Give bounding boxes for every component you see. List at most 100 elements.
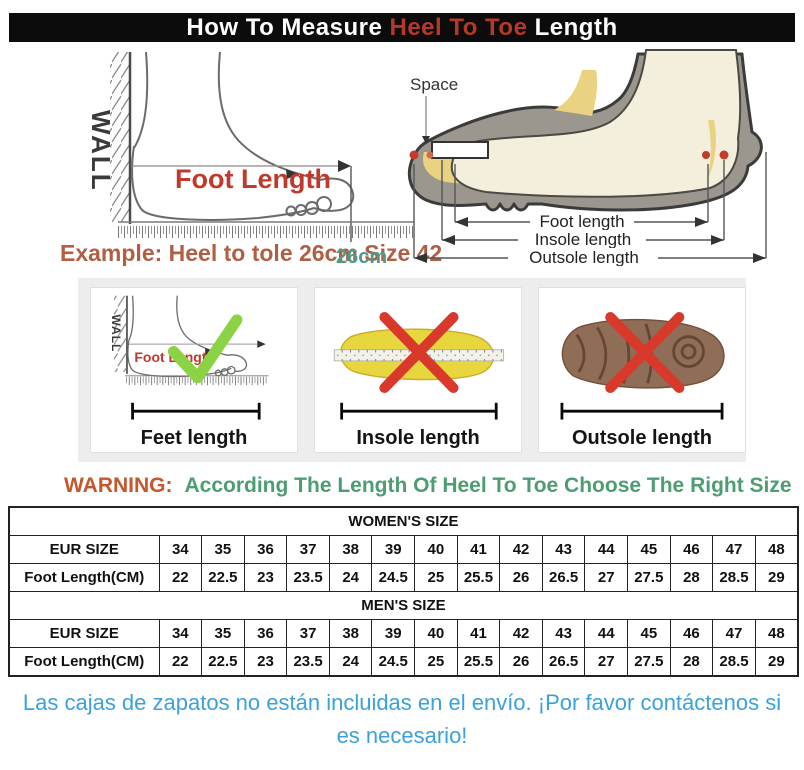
label-bg-outsole <box>508 248 658 266</box>
row-header-foot-length: Foot Length(CM) <box>8 563 160 592</box>
label-bg-foot <box>530 212 634 231</box>
wall-hatch <box>110 52 130 224</box>
method-panels: WALL Foot Length Feet length <box>78 278 746 462</box>
warning-message: According The Length Of Heel To Toe Choo… <box>184 474 792 497</box>
warning-row: WARNING: According The Length Of Heel To … <box>64 472 804 500</box>
tongue-lining <box>554 70 598 116</box>
size-cell: 29 <box>754 563 799 592</box>
size-cell: 23.5 <box>286 563 330 592</box>
space-label: Space <box>410 75 458 94</box>
row-header-eur-size: EUR SIZE <box>8 619 160 648</box>
size-cell: 48 <box>754 535 799 564</box>
size-cell: 47 <box>712 535 756 564</box>
length-bracket <box>131 402 261 420</box>
size-cell: 28 <box>669 563 714 592</box>
length-bracket <box>340 402 498 420</box>
size-cell: 28 <box>669 647 714 677</box>
size-cell: 38 <box>328 535 373 564</box>
ruler-mark-26cm: 26cm <box>336 246 388 268</box>
size-cell: 45 <box>627 535 671 564</box>
size-cell: 41 <box>456 619 501 648</box>
size-cell: 22.5 <box>201 647 245 677</box>
title-part2: Length <box>527 14 618 41</box>
title-bar: How To Measure Heel To Toe Length <box>9 13 795 42</box>
panel-outsole-length: Outsole length <box>538 287 746 453</box>
size-cell: 22 <box>158 647 203 677</box>
wall-hatch <box>113 295 127 373</box>
heel-lining <box>706 120 716 182</box>
arrow-right-icon <box>338 160 351 172</box>
size-cell: 43 <box>541 535 586 564</box>
top-diagrams: WALL Foot Length Example: Heel to tole 2… <box>0 42 804 278</box>
ruler <box>118 223 414 238</box>
example-text: Example: Heel to tole 26cm Size 42 <box>60 240 443 266</box>
size-cell: 24.5 <box>371 647 416 677</box>
shoe-outsole-length-label: Outsole length <box>529 248 639 266</box>
shoe-insole-length-label: Insole length <box>535 230 631 249</box>
arrow-small-icon <box>286 169 298 179</box>
length-bracket <box>560 402 724 420</box>
arrow-right-icon <box>257 340 266 348</box>
cross-icon <box>379 312 459 394</box>
panel-insole-length: Insole length <box>314 287 522 453</box>
outsole-art <box>560 312 725 420</box>
women-title-row: WOMEN'S SIZE <box>8 506 799 536</box>
size-cell: 22.5 <box>201 563 245 592</box>
size-cell: 26 <box>499 563 543 592</box>
label-bg-insole <box>518 230 646 249</box>
size-cell: 24 <box>328 563 373 592</box>
size-cell: 25.5 <box>456 647 501 677</box>
size-cell: 43 <box>541 619 586 648</box>
foot-outline <box>131 51 355 221</box>
size-cell: 23 <box>243 563 288 592</box>
row-header-foot-length: Foot Length(CM) <box>8 647 160 677</box>
wall-label: WALL <box>109 314 123 352</box>
size-cell: 29 <box>754 647 799 677</box>
cross-icon <box>605 312 685 394</box>
size-cell: 25 <box>414 647 458 677</box>
size-cell: 26.5 <box>541 647 586 677</box>
size-cell: 36 <box>243 535 288 564</box>
size-table: WOMEN'S SIZE EUR SIZE 34 35 36 37 38 39 40 41 42… <box>8 506 799 677</box>
table-row: Foot Length(CM) 22 22.5 23 23.5 24 24.5 25 25.5… <box>8 647 799 677</box>
toe-point-dot <box>409 150 419 160</box>
size-cell: 47 <box>712 619 756 648</box>
warning-label: WARNING: <box>64 474 173 497</box>
foot-inside-shoe <box>450 49 742 198</box>
footer-note: Las cajas de zapatos no están incluidas … <box>22 690 782 748</box>
size-cell: 46 <box>669 619 714 648</box>
size-cell: 38 <box>328 619 373 648</box>
size-cell: 41 <box>456 535 501 564</box>
panel-caption: Feet length <box>140 427 248 449</box>
panel-feet-length: WALL Foot Length Feet length <box>90 287 298 453</box>
size-cell: 23 <box>243 647 288 677</box>
feet-length-art: WALL Foot Length <box>109 295 269 420</box>
size-cell: 27 <box>584 647 629 677</box>
size-cell: 24.5 <box>371 563 416 592</box>
size-cell: 27.5 <box>627 647 671 677</box>
size-cell: 39 <box>371 619 416 648</box>
size-cell: 23.5 <box>286 647 330 677</box>
foot-length-label: Foot Length <box>175 164 331 194</box>
heel-point-dot <box>719 150 729 160</box>
women-size-title: WOMEN'S SIZE <box>8 506 799 536</box>
panel-caption: Outsole length <box>572 427 712 449</box>
size-cell: 37 <box>286 619 330 648</box>
size-cell: 48 <box>754 619 799 648</box>
size-cell: 26.5 <box>541 563 586 592</box>
insole-art <box>333 312 505 420</box>
size-cell: 40 <box>414 535 458 564</box>
size-cell: 27.5 <box>627 563 671 592</box>
table-row: EUR SIZE 34 35 36 37 38 39 40 41 42 43 44 45 46 47 48 <box>8 619 799 648</box>
toe-space-box <box>431 141 489 159</box>
size-cell: 36 <box>243 619 288 648</box>
title-part1: How To Measure <box>186 14 390 41</box>
size-cell: 25.5 <box>456 563 501 592</box>
wall-label: WALL <box>86 110 116 192</box>
size-cell: 25 <box>414 563 458 592</box>
size-cell: 24 <box>328 647 373 677</box>
size-cell: 28.5 <box>712 563 756 592</box>
size-cell: 37 <box>286 535 330 564</box>
dimension-arrows <box>414 217 766 263</box>
title-highlight: Heel To Toe <box>389 14 528 41</box>
